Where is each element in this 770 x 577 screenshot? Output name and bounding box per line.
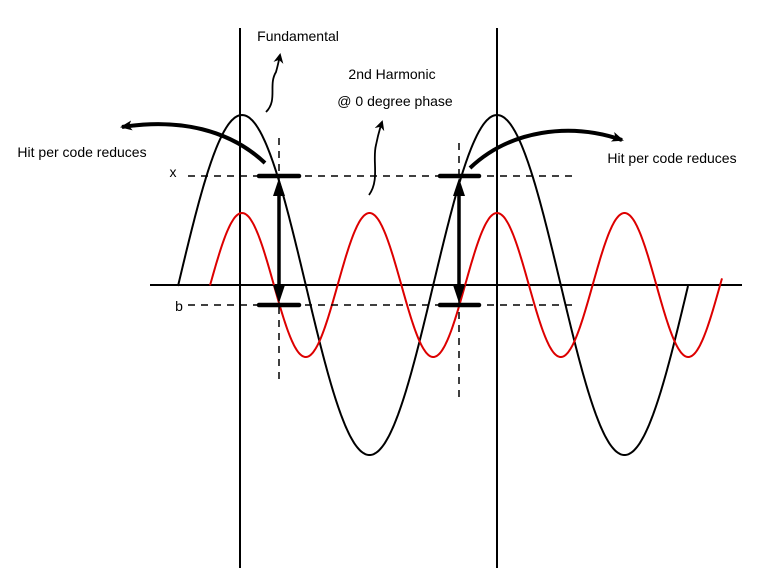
b-level-label: b: [175, 298, 183, 314]
hit-per-code-right-label: Hit per code reduces: [607, 150, 736, 166]
double-arrow-right: [453, 178, 465, 303]
fundamental-pointer-arrow: [265, 53, 284, 113]
harmonic-pointer-arrow: [368, 120, 385, 196]
second-harmonic-wave: [209, 211, 723, 358]
harmonic-label-line2: @ 0 degree phase: [337, 93, 453, 109]
curved-arrow-right: [468, 128, 624, 170]
curved-arrow-left: [120, 120, 267, 165]
harmonic-label-line1: 2nd Harmonic: [348, 66, 435, 82]
fundamental-label: Fundamental: [257, 28, 339, 44]
hit-per-code-left-label: Hit per code reduces: [17, 144, 146, 160]
x-level-label: x: [170, 164, 177, 180]
fundamental-wave: [177, 113, 689, 456]
double-arrow-left: [273, 178, 285, 303]
thick-bars: [256, 173, 482, 308]
